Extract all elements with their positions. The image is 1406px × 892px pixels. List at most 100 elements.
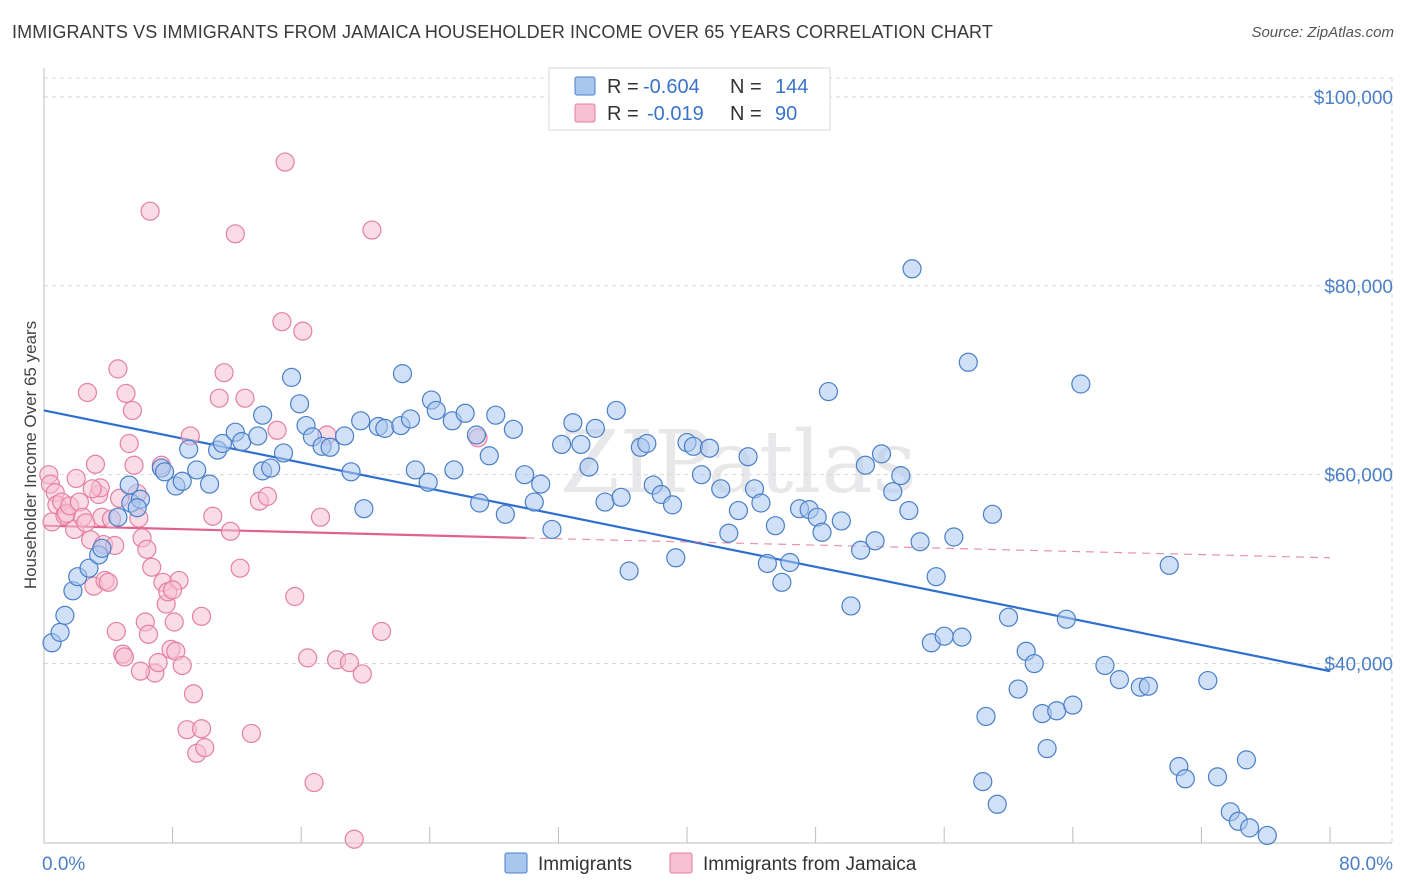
jamaica-point (214, 363, 234, 383)
jamaica-point (148, 653, 168, 673)
immigrants-point (976, 706, 996, 727)
immigrants-point (883, 482, 903, 502)
immigrants-point (1257, 825, 1277, 846)
immigrants-point (212, 433, 233, 454)
immigrants-point (199, 474, 220, 494)
immigrants-point (154, 462, 175, 482)
correlation-legend: R = -0.604 N = 144 R = -0.019 N = 90 (548, 67, 831, 131)
jamaica-point (203, 506, 223, 526)
jamaica-point (257, 486, 278, 506)
immigrants-point (606, 400, 626, 421)
immigrants-point (253, 405, 273, 425)
immigrants-point (375, 418, 395, 438)
jamaica-point (195, 738, 215, 758)
immigrants-point (1207, 767, 1228, 787)
jamaica-point (124, 455, 144, 475)
immigrants-point (335, 426, 355, 446)
immigrants-point (1240, 818, 1260, 838)
immigrants-point (248, 426, 268, 446)
legend-r-value-immigrants: -0.604 (643, 76, 700, 98)
immigrants-point (855, 455, 876, 475)
legend-swatch-immigrants (574, 76, 596, 96)
immigrants-point (1037, 738, 1057, 759)
jamaica-point (191, 606, 212, 626)
jamaica-point (140, 201, 160, 221)
immigrants-point (585, 418, 605, 438)
immigrants-point (455, 403, 475, 423)
jamaica-point (362, 220, 382, 240)
immigrants-point (1159, 555, 1179, 575)
immigrants-point (127, 498, 147, 518)
immigrants-point (1024, 653, 1044, 674)
immigrants-point (531, 474, 551, 494)
immigrants-point (891, 466, 911, 486)
immigrants-point (910, 532, 930, 552)
immigrants-point (119, 475, 139, 495)
immigrants-point (998, 607, 1019, 627)
jamaica-point (172, 655, 192, 676)
jamaica-point (76, 513, 96, 533)
jamaica-point (285, 586, 305, 607)
y-tick-label: $100,000 (1314, 88, 1393, 109)
immigrants-point (289, 394, 310, 414)
immigrants-point (1008, 679, 1028, 699)
jamaica-point (66, 468, 86, 489)
immigrants-point (738, 447, 758, 467)
immigrants-point (619, 561, 639, 581)
jamaica-point (130, 661, 151, 681)
y-tick-label: $40,000 (1324, 655, 1393, 676)
immigrants-point (711, 479, 731, 499)
immigrants-point (637, 433, 657, 454)
immigrants-point (320, 437, 340, 457)
y-tick-label: $80,000 (1324, 277, 1393, 298)
immigrants-point (1175, 769, 1195, 789)
immigrants-point (400, 409, 421, 429)
jamaica-point (344, 829, 364, 849)
immigrants-point (524, 492, 544, 512)
immigrants-point (92, 538, 112, 558)
immigrants-point (944, 527, 964, 547)
immigrants-point (108, 507, 128, 527)
jamaica-point (293, 321, 313, 341)
bottom-legend-swatch-immigrants (504, 852, 528, 874)
immigrants-point (552, 434, 572, 455)
jamaica-point (191, 719, 212, 739)
immigrants-point (1138, 676, 1158, 696)
immigrants-point (982, 504, 1003, 524)
y-axis-label: Householder Income Over 65 years (21, 321, 40, 589)
immigrants-point (1109, 670, 1130, 690)
immigrants-point (341, 462, 361, 482)
immigrants-point (812, 522, 832, 542)
chart-title: IMMIGRANTS VS IMMIGRANTS FROM JAMAICA HO… (12, 22, 993, 42)
axes (43, 68, 1392, 844)
jamaica-trend-extension (526, 537, 1331, 559)
immigrants-point (418, 472, 438, 492)
immigrants-point (751, 493, 771, 513)
immigrants-point (719, 523, 739, 543)
immigrants-point (987, 794, 1007, 814)
jamaica-point (310, 507, 331, 527)
immigrants-point (851, 540, 871, 560)
series-legend: Immigrants Immigrants from Jamaica (504, 852, 917, 875)
immigrants-point (55, 605, 75, 625)
x-tick-labels: 0.0% 80.0% (42, 854, 1393, 875)
jamaica-point (108, 359, 128, 379)
immigrants-point (579, 457, 599, 477)
jamaica-point (138, 624, 159, 644)
immigrants-point (728, 500, 749, 521)
jamaica-point (220, 521, 241, 541)
immigrants-point (515, 465, 535, 485)
immigrants-point (902, 259, 922, 279)
x-tick-label-max: 80.0% (1339, 854, 1393, 875)
immigrants-point (611, 487, 631, 507)
jamaica-point (142, 557, 162, 577)
immigrants-point (1047, 701, 1067, 721)
immigrants-point (479, 446, 499, 466)
jamaica-point (352, 664, 372, 684)
immigrants-point (831, 511, 851, 531)
immigrants-point (683, 436, 704, 456)
legend-r-value-jamaica: -0.019 (647, 103, 704, 125)
jamaica-point (183, 684, 204, 704)
immigrants-point (757, 553, 777, 574)
